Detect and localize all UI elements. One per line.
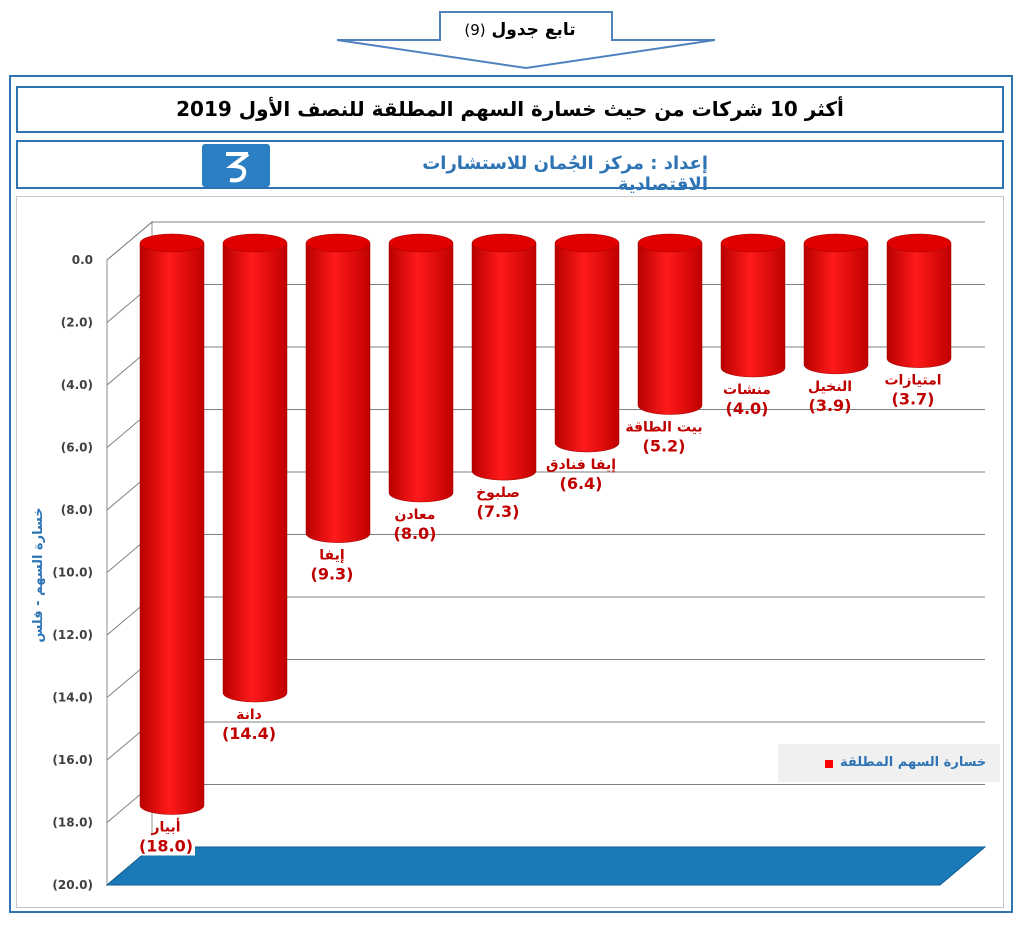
bar <box>388 242 454 503</box>
y-tick-label: (6.0) <box>61 441 93 455</box>
y-tick-label: (4.0) <box>61 378 93 392</box>
value-label: (6.4) <box>560 474 603 493</box>
bar-top <box>637 233 703 253</box>
prepared-by-text: إعداد : مركز الجُمان للاستشارات الاقتصاد… <box>422 153 708 195</box>
prepared-by-box: إعداد : مركز الجُمان للاستشارات الاقتصاد… <box>16 140 1004 195</box>
continued-label: تابع جدول <box>491 20 576 40</box>
bar <box>886 242 952 368</box>
chart-floor <box>105 846 987 886</box>
bar <box>637 242 703 415</box>
gridline <box>106 784 985 823</box>
category-label: دانة <box>236 707 262 723</box>
y-tick-label: (20.0) <box>52 878 93 892</box>
category-label: النخيل <box>808 379 852 395</box>
title-box: أكثر 10 شركات من حيث خسارة السهم المطلقة… <box>16 86 1004 133</box>
bar-top <box>720 233 786 253</box>
table-number: (9) <box>464 21 486 39</box>
value-label: (3.9) <box>809 396 852 415</box>
y-tick-label: (14.0) <box>52 691 93 705</box>
bar <box>554 242 620 453</box>
bar-top <box>222 233 288 253</box>
y-tick-label: 0.0 <box>72 253 93 267</box>
y-tick-label: (12.0) <box>52 628 93 642</box>
chart-title: أكثر 10 شركات من حيث خسارة السهم المطلقة… <box>176 97 844 121</box>
bar <box>720 242 786 378</box>
bar-top <box>886 233 952 253</box>
bar <box>222 242 288 703</box>
gridline <box>106 221 985 261</box>
bar-top <box>471 233 537 253</box>
y-tick-label: (18.0) <box>52 816 93 830</box>
y-tick-label: (16.0) <box>52 753 93 767</box>
legend: خسارة السهم المطلقة <box>778 744 1000 782</box>
legend-label: خسارة السهم المطلقة <box>840 755 987 770</box>
value-label: (7.3) <box>477 502 520 521</box>
bar-top <box>305 233 371 253</box>
value-label: (8.0) <box>394 524 437 543</box>
category-label: إيفا فنادق <box>546 457 616 473</box>
report-frame <box>9 75 1013 913</box>
value-label: (9.3) <box>311 565 354 584</box>
value-label-bg <box>137 835 195 856</box>
category-label: صلبوخ <box>476 485 520 501</box>
value-label: (3.7) <box>892 390 935 409</box>
bar <box>471 242 537 481</box>
legend-swatch <box>825 760 833 768</box>
value-label: (4.0) <box>726 399 769 418</box>
y-axis-label: خسارة السهم - فلس <box>31 507 46 642</box>
y-tick-label: (10.0) <box>52 566 93 580</box>
category-label: معادن <box>395 507 436 523</box>
category-label: منشات <box>723 382 771 398</box>
value-label: (18.0) <box>139 837 193 856</box>
bar-top <box>803 233 869 253</box>
bar <box>139 242 205 815</box>
bar-top <box>139 233 205 253</box>
table-reference: تابع جدول (9) <box>440 20 600 40</box>
value-label: (14.4) <box>222 724 276 743</box>
y-tick-label: (2.0) <box>61 316 93 330</box>
bar <box>803 242 869 375</box>
down-arrow-banner <box>336 11 716 70</box>
value-label: (5.2) <box>643 437 686 456</box>
bar <box>305 242 371 543</box>
aljuman-logo-icon <box>202 144 270 187</box>
category-label: بيت الطاقة <box>625 420 702 436</box>
y-tick-label: (8.0) <box>61 503 93 517</box>
bar-top <box>554 233 620 253</box>
bar-top <box>388 233 454 253</box>
category-label: أبيار <box>150 818 180 836</box>
category-label: إيفا <box>319 548 344 564</box>
category-label: امتيازات <box>884 373 941 389</box>
